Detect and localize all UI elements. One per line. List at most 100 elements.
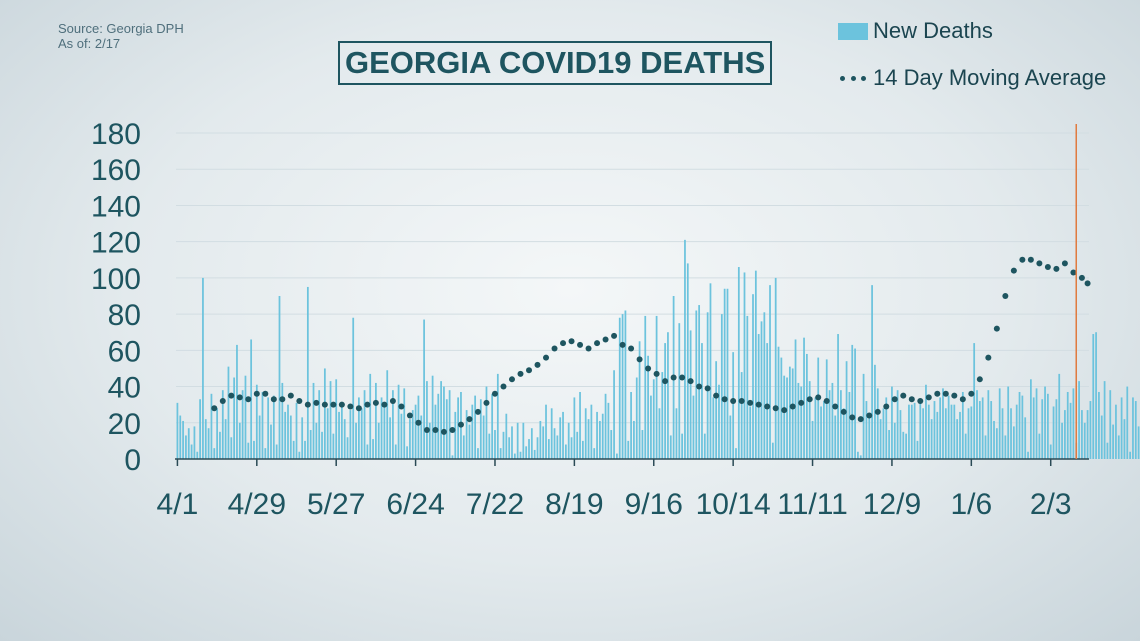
bar: [275, 444, 278, 459]
bar: [891, 386, 893, 459]
y-tick-label: 20: [108, 408, 141, 441]
average-dot: [942, 390, 949, 397]
average-dot: [500, 383, 507, 390]
bar: [865, 401, 868, 459]
average-dot: [755, 401, 762, 408]
bar: [797, 382, 800, 459]
bar: [352, 317, 355, 459]
bar: [369, 373, 372, 459]
bar: [1066, 391, 1069, 459]
bar: [579, 391, 581, 459]
bar: [981, 397, 984, 459]
bar: [752, 294, 754, 459]
bar: [1134, 401, 1137, 459]
y-tick-label: 40: [108, 372, 141, 405]
average-dot: [653, 370, 660, 377]
bar: [519, 451, 522, 459]
average-dot: [662, 378, 669, 385]
bar: [740, 372, 743, 459]
bar: [196, 451, 199, 459]
bar: [564, 444, 567, 459]
bar: [338, 411, 340, 459]
bar: [922, 408, 925, 459]
bar: [723, 288, 726, 459]
x-tick-label: 8/19: [545, 488, 603, 521]
as-of-label: As of: 2/17: [58, 36, 121, 51]
bar: [658, 408, 661, 459]
bar: [630, 391, 632, 459]
y-tick-label: 0: [124, 444, 141, 477]
bar: [329, 381, 332, 459]
average-dot: [568, 338, 575, 345]
y-tick-label: 100: [91, 263, 141, 296]
bar-swatch-icon: [838, 22, 868, 40]
bar: [684, 239, 686, 459]
average-dot: [1044, 264, 1051, 271]
bar: [746, 315, 749, 459]
average-dot: [551, 345, 558, 352]
bar: [638, 341, 641, 459]
y-tick-label: 160: [91, 154, 141, 187]
bar: [1132, 397, 1134, 459]
average-dot: [1053, 265, 1060, 272]
y-tick-label: 120: [91, 227, 141, 260]
average-dot: [296, 398, 303, 405]
bar: [899, 410, 902, 459]
bar: [754, 270, 757, 459]
average-dot: [730, 398, 737, 405]
average-dot: [900, 392, 907, 399]
bar: [749, 406, 752, 459]
bar: [236, 344, 238, 459]
bar: [1129, 451, 1131, 459]
bar: [893, 422, 896, 459]
bar: [1100, 415, 1103, 459]
bar: [791, 368, 794, 459]
bar: [502, 431, 505, 459]
bar: [264, 448, 267, 459]
bar: [788, 366, 791, 459]
bar: [661, 372, 664, 459]
bar: [542, 426, 545, 459]
bar: [599, 420, 601, 459]
x-tick-label: 4/1: [157, 488, 199, 521]
bar: [533, 449, 536, 459]
bar: [582, 440, 584, 459]
bar: [667, 332, 669, 459]
bar: [375, 382, 377, 459]
x-axis: 4/1 4/29 5/27 6/24 7/22 8/19 9/16 10/14 11/11 12/…: [157, 458, 1089, 521]
average-dot: [738, 398, 745, 405]
bar: [868, 415, 871, 459]
bar: [573, 397, 576, 459]
bar: [255, 384, 258, 459]
average-dot: [560, 340, 567, 347]
bar: [437, 393, 440, 459]
bar: [355, 422, 357, 459]
bar: [803, 337, 805, 459]
bar: [610, 430, 613, 459]
bar: [414, 404, 417, 459]
bar: [261, 391, 264, 459]
bar: [471, 404, 474, 459]
bar: [876, 388, 879, 459]
bar: [238, 422, 241, 459]
bar: [530, 428, 533, 459]
average-dot: [917, 398, 924, 405]
bar: [1086, 410, 1089, 459]
bar: [462, 435, 465, 459]
x-tick-label: 9/16: [625, 488, 683, 521]
bar: [808, 381, 811, 459]
average-dot: [449, 427, 456, 434]
bar: [621, 314, 624, 459]
x-tick-label: 1/6: [950, 488, 992, 521]
bar: [973, 343, 976, 459]
average-dot: [534, 361, 541, 368]
bar: [783, 375, 786, 459]
bar: [321, 431, 323, 459]
bar: [701, 343, 703, 459]
average-dot: [874, 408, 881, 415]
average-dot: [840, 408, 847, 415]
bar: [1001, 408, 1004, 459]
bar: [902, 431, 905, 459]
bar: [332, 433, 335, 459]
bar: [817, 357, 820, 459]
